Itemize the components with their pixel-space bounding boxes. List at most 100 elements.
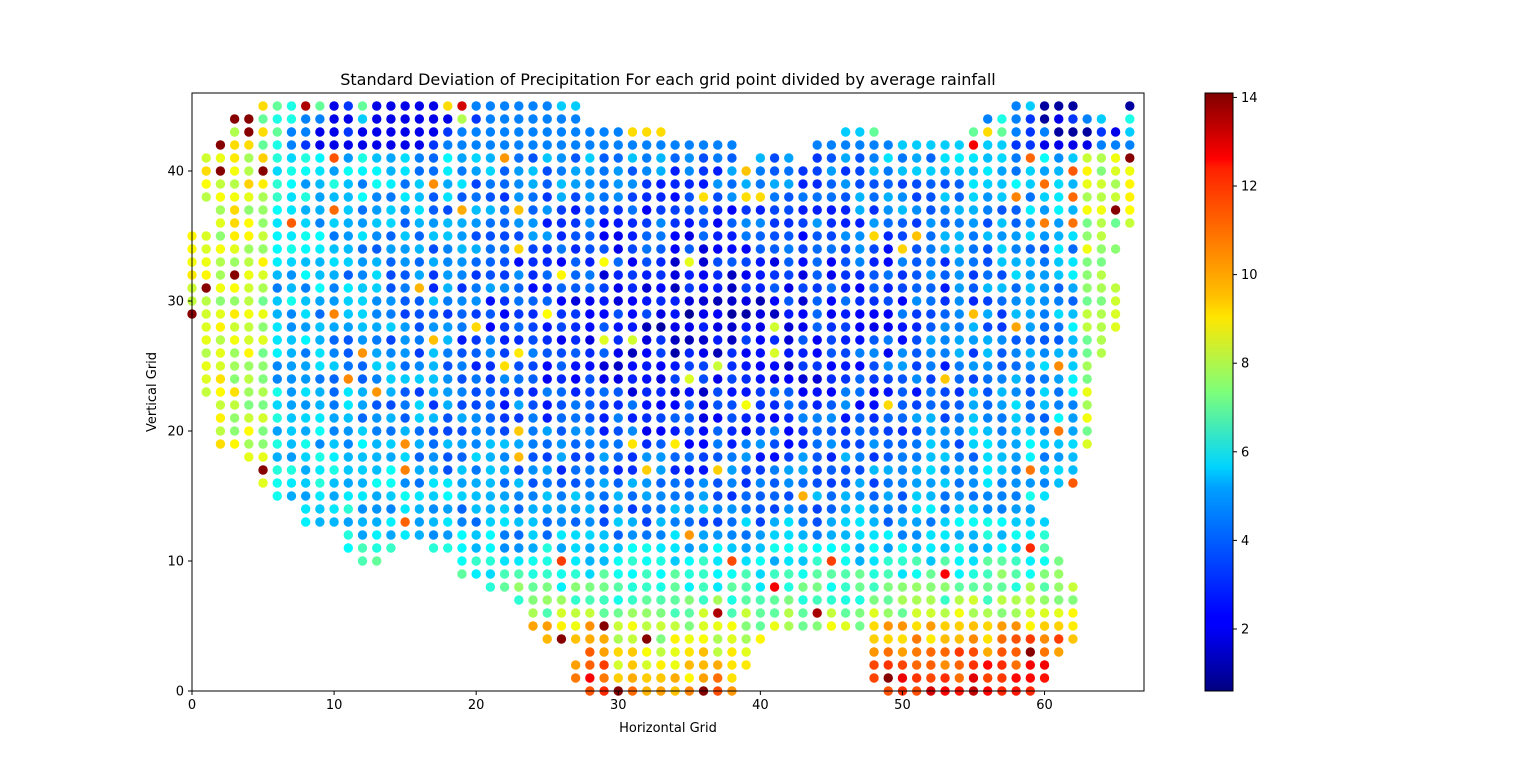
scatter-point bbox=[315, 478, 325, 488]
scatter-point bbox=[727, 374, 737, 384]
scatter-point bbox=[1110, 218, 1121, 228]
scatter-point bbox=[400, 179, 410, 189]
scatter-point bbox=[897, 322, 908, 332]
scatter-point bbox=[229, 114, 240, 124]
scatter-point bbox=[698, 153, 709, 163]
scatter-point bbox=[528, 465, 538, 475]
scatter-point bbox=[300, 166, 311, 176]
scatter-point bbox=[585, 374, 595, 384]
scatter-point bbox=[201, 179, 211, 189]
scatter-point bbox=[1039, 127, 1050, 137]
scatter-point bbox=[585, 673, 595, 683]
scatter-point bbox=[343, 491, 353, 501]
scatter-point bbox=[599, 660, 609, 670]
scatter-point bbox=[300, 205, 311, 215]
scatter-point bbox=[428, 504, 439, 514]
scatter-point bbox=[741, 348, 751, 358]
scatter-point bbox=[698, 283, 709, 293]
scatter-point bbox=[911, 569, 922, 579]
scatter-point bbox=[443, 101, 453, 111]
scatter-point bbox=[499, 153, 510, 163]
scatter-point bbox=[798, 244, 808, 254]
scatter-point bbox=[343, 465, 353, 475]
scatter-point bbox=[499, 361, 510, 371]
scatter-point bbox=[343, 504, 353, 514]
scatter-point bbox=[1096, 231, 1107, 241]
scatter-point bbox=[1039, 426, 1050, 436]
scatter-point bbox=[244, 205, 254, 215]
scatter-point bbox=[641, 517, 652, 527]
scatter-point bbox=[244, 114, 254, 124]
scatter-point bbox=[798, 530, 808, 540]
scatter-point bbox=[471, 361, 481, 371]
scatter-point bbox=[428, 322, 439, 332]
scatter-point bbox=[769, 205, 780, 215]
scatter-point bbox=[698, 179, 709, 189]
scatter-point bbox=[272, 335, 282, 345]
scatter-point bbox=[457, 179, 467, 189]
scatter-point bbox=[968, 387, 979, 397]
scatter-point bbox=[911, 504, 922, 514]
scatter-point bbox=[798, 569, 808, 579]
scatter-point bbox=[556, 322, 567, 332]
scatter-point bbox=[343, 361, 353, 371]
scatter-point bbox=[1068, 387, 1078, 397]
scatter-point bbox=[1054, 569, 1064, 579]
scatter-point bbox=[599, 283, 609, 293]
scatter-point bbox=[471, 127, 481, 137]
scatter-point bbox=[755, 400, 766, 410]
scatter-point bbox=[386, 361, 396, 371]
scatter-point bbox=[215, 244, 226, 254]
scatter-point bbox=[997, 608, 1007, 618]
scatter-point bbox=[556, 257, 567, 267]
scatter-point bbox=[215, 400, 226, 410]
scatter-point bbox=[1082, 361, 1092, 371]
scatter-point bbox=[1025, 634, 1036, 644]
scatter-point bbox=[1039, 452, 1050, 462]
scatter-point bbox=[812, 244, 822, 254]
scatter-point bbox=[400, 218, 410, 228]
scatter-point bbox=[954, 413, 964, 423]
scatter-point bbox=[457, 556, 467, 566]
scatter-point bbox=[386, 153, 396, 163]
scatter-point bbox=[599, 452, 609, 462]
scatter-point bbox=[372, 478, 382, 488]
scatter-point bbox=[457, 166, 467, 176]
scatter-point bbox=[869, 309, 879, 319]
scatter-point bbox=[684, 517, 695, 527]
scatter-point bbox=[286, 452, 297, 462]
scatter-point bbox=[414, 257, 425, 267]
scatter-point bbox=[215, 361, 226, 371]
scatter-point bbox=[1068, 179, 1078, 189]
scatter-point bbox=[727, 205, 737, 215]
scatter-point bbox=[641, 270, 652, 280]
scatter-point bbox=[315, 413, 325, 423]
scatter-point bbox=[1025, 296, 1036, 306]
scatter-point bbox=[428, 296, 439, 306]
scatter-point bbox=[542, 101, 552, 111]
scatter-point bbox=[911, 348, 922, 358]
scatter-point bbox=[428, 361, 439, 371]
scatter-point bbox=[1025, 179, 1036, 189]
scatter-point bbox=[570, 569, 581, 579]
scatter-point bbox=[613, 530, 623, 540]
scatter-point bbox=[457, 348, 467, 358]
scatter-point bbox=[215, 387, 226, 397]
scatter-point bbox=[684, 400, 695, 410]
scatter-point bbox=[855, 218, 865, 228]
scatter-point bbox=[272, 309, 282, 319]
scatter-point bbox=[1011, 634, 1021, 644]
scatter-point bbox=[1011, 231, 1021, 241]
scatter-point bbox=[798, 335, 808, 345]
scatter-point bbox=[1011, 387, 1021, 397]
scatter-point bbox=[897, 387, 908, 397]
scatter-point bbox=[897, 426, 908, 436]
scatter-point bbox=[784, 556, 794, 566]
scatter-point bbox=[656, 218, 666, 228]
scatter-point bbox=[1011, 426, 1021, 436]
scatter-point bbox=[485, 114, 496, 124]
scatter-point bbox=[599, 179, 609, 189]
scatter-point bbox=[840, 257, 851, 267]
scatter-point bbox=[556, 101, 567, 111]
scatter-point bbox=[357, 504, 368, 514]
